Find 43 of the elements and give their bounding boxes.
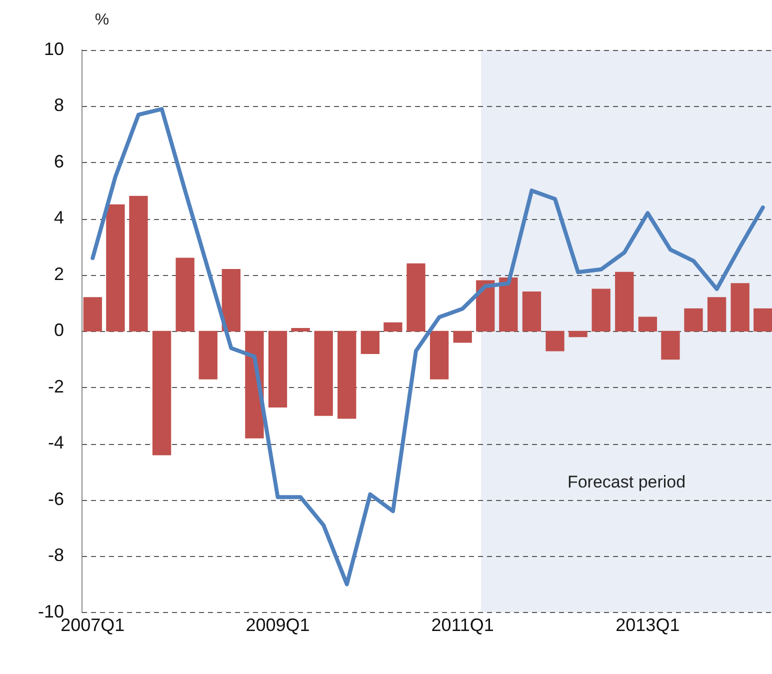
bar: [754, 308, 772, 332]
bar: [430, 330, 449, 380]
bar: [522, 292, 542, 332]
y-tick-label: 6: [54, 151, 64, 172]
bar: [615, 272, 634, 332]
y-tick-label: 0: [54, 320, 64, 340]
bar: [176, 258, 194, 332]
y-tick-label: -8: [48, 545, 64, 566]
y-tick-label: 8: [54, 95, 64, 116]
bar: [546, 330, 564, 352]
y-tick-label: 10: [44, 38, 64, 59]
bar: [338, 330, 356, 419]
bar: [638, 316, 658, 332]
bar: [360, 330, 380, 354]
x-tick-label: 2013Q1: [616, 615, 680, 636]
bar: [314, 330, 333, 416]
bar: [684, 308, 703, 332]
bar: [83, 297, 102, 332]
bar: [707, 297, 726, 332]
x-tick-label: 2009Q1: [246, 615, 310, 636]
bar: [291, 328, 310, 332]
bar: [152, 330, 172, 456]
y-tick-label: -6: [48, 488, 64, 509]
y-tick-label: -4: [48, 432, 64, 453]
y-tick-label: 4: [54, 208, 64, 228]
y-tick-label: -2: [48, 376, 64, 396]
bar: [661, 330, 680, 360]
y-axis-title: %: [94, 11, 110, 28]
bar: [406, 263, 426, 332]
bar: [129, 196, 148, 332]
x-tick-label: 2011Q1: [431, 615, 494, 636]
bar: [453, 330, 472, 343]
bar: [568, 330, 588, 338]
bar: [106, 204, 125, 332]
y-tick-label: 2: [54, 264, 64, 284]
bar: [268, 330, 288, 408]
bar: [592, 288, 610, 332]
bar: [222, 269, 240, 332]
bar: [384, 322, 402, 332]
bar: [730, 283, 750, 332]
bar: [198, 330, 218, 380]
bar: [499, 277, 518, 332]
band-label: Forecast period: [567, 472, 686, 492]
